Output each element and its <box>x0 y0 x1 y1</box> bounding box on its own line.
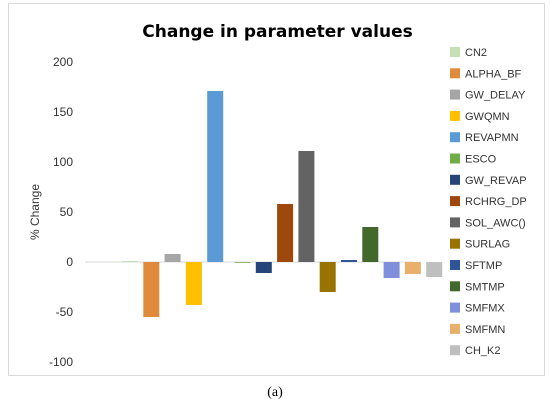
y-tick-label: 50 <box>60 205 74 219</box>
legend-swatch <box>450 153 460 164</box>
legend-swatch <box>450 68 460 79</box>
legend-label: REVAPMN <box>465 132 519 144</box>
bar-surlag <box>319 262 336 292</box>
y-tick-label: -50 <box>56 305 74 319</box>
legend-label: SOL_AWC() <box>465 217 526 229</box>
legend-swatch <box>450 323 460 334</box>
bar-cn2 <box>122 261 138 262</box>
bar-rchrg-dp <box>277 204 294 262</box>
legend-label: ESCO <box>465 154 497 166</box>
legend-label: RCHRG_DP <box>465 196 527 208</box>
bar-gw-delay <box>164 254 181 262</box>
chart-frame: Change in parameter values 200 150 100 50 0 -… <box>8 3 545 376</box>
bar-revapmn <box>207 91 224 262</box>
y-tick-label: 200 <box>53 55 73 69</box>
legend-label: ALPHA_BF <box>465 68 522 80</box>
legend-swatch <box>450 238 460 249</box>
bar-ch-k2 <box>426 262 443 277</box>
chart-title: Change in parameter values <box>142 22 413 42</box>
legend-swatch <box>450 89 460 100</box>
legend-swatch <box>450 260 460 270</box>
y-tick-label: 0 <box>66 255 73 269</box>
legend-swatch <box>450 174 460 185</box>
y-tick-label: -100 <box>49 355 73 369</box>
bar-esco <box>234 262 251 263</box>
legend-label: SFTMP <box>465 260 502 272</box>
legend-label: SMFMX <box>465 303 505 315</box>
y-tick-label: 150 <box>53 105 73 119</box>
legend-label: SMFMN <box>465 324 505 336</box>
bar-smtmp <box>362 227 379 262</box>
bar-smfmn <box>404 262 421 274</box>
legend-swatch <box>450 110 460 121</box>
legend-swatch <box>450 196 460 207</box>
legend-label: GW_DELAY <box>465 90 526 102</box>
bar-alpha-bf <box>143 262 160 317</box>
legend-label: SURLAG <box>465 239 510 251</box>
legend-swatch <box>450 132 460 143</box>
y-tick-label: 100 <box>53 155 73 169</box>
legend-swatch <box>450 302 460 313</box>
bar-gw-revap <box>255 262 272 273</box>
legend-label: GW_REVAP <box>465 175 527 187</box>
bar-gwqmn <box>185 262 202 305</box>
legend-swatch <box>450 47 460 57</box>
legend-label: GWQMN <box>465 111 510 123</box>
bar-smfmx <box>383 262 400 278</box>
y-axis-label: % Change <box>28 184 42 240</box>
chart-svg: 200 150 100 50 0 -50 -100 % Change CN2 ALPHA_BF GW… <box>28 47 527 369</box>
legend-swatch <box>450 345 460 356</box>
legend-label: CH_K2 <box>465 345 500 357</box>
legend-swatch <box>450 217 460 228</box>
bar-sol-awc <box>298 151 315 262</box>
legend-label: CN2 <box>465 47 487 59</box>
legend-label: SMTMP <box>465 281 505 293</box>
legend-swatch <box>450 281 460 292</box>
figure-caption: (a) <box>267 385 283 400</box>
bar-sftmp <box>341 260 357 262</box>
